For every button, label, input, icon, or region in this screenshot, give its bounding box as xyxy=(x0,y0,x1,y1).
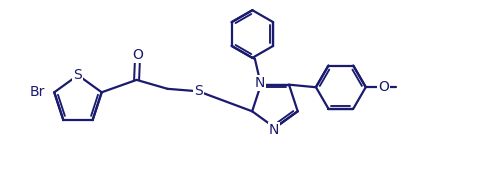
Text: N: N xyxy=(268,123,279,137)
Text: Br: Br xyxy=(30,85,46,99)
Text: N: N xyxy=(254,76,264,90)
Text: S: S xyxy=(194,84,203,98)
Text: O: O xyxy=(378,80,388,94)
Text: S: S xyxy=(74,68,82,82)
Text: O: O xyxy=(132,48,143,62)
